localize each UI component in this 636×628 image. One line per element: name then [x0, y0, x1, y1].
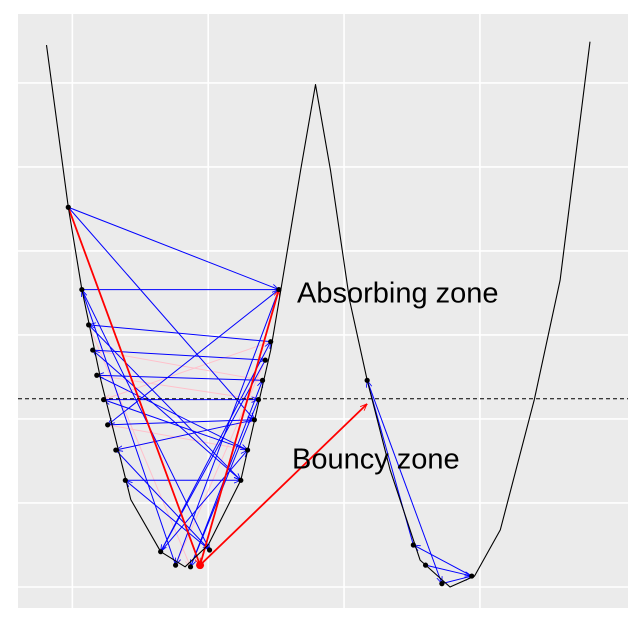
arrow	[97, 375, 263, 381]
arrow	[413, 545, 472, 577]
arrow	[96, 374, 248, 450]
highlight-point	[196, 561, 205, 570]
arrow	[93, 350, 242, 481]
arrow	[92, 349, 263, 380]
arrow	[104, 400, 248, 451]
arrow	[67, 206, 254, 420]
arrow	[190, 399, 259, 567]
point	[364, 377, 370, 383]
point	[244, 447, 251, 453]
arrow	[108, 289, 280, 425]
point	[262, 357, 268, 363]
point	[255, 397, 262, 403]
arrow	[366, 380, 442, 583]
point	[238, 477, 244, 483]
arrow	[89, 325, 271, 343]
point	[122, 477, 128, 483]
arrow	[96, 374, 259, 399]
point	[251, 417, 257, 423]
arrow	[161, 359, 266, 552]
point	[276, 286, 282, 293]
point	[187, 564, 194, 570]
arrow	[68, 206, 279, 289]
point	[79, 286, 85, 293]
arrow	[67, 206, 201, 565]
arrow	[107, 420, 255, 426]
arrow	[199, 404, 367, 566]
point	[90, 347, 96, 353]
annotation: Absorbing zone	[297, 278, 499, 310]
point	[439, 581, 445, 587]
point	[94, 372, 100, 378]
point	[206, 547, 213, 553]
arrow	[88, 324, 241, 480]
point	[65, 204, 71, 210]
point	[100, 397, 107, 403]
point	[158, 549, 164, 555]
arrow	[425, 564, 472, 576]
arrow	[125, 480, 210, 551]
arrow	[160, 450, 248, 553]
point	[113, 447, 119, 453]
point	[469, 573, 475, 579]
arrow	[115, 449, 210, 550]
annotation: Bouncy zone	[292, 444, 460, 476]
point	[268, 339, 274, 345]
point	[422, 562, 429, 568]
point	[86, 322, 92, 328]
arrow	[108, 425, 248, 451]
arrow	[116, 419, 255, 450]
panel	[18, 14, 628, 608]
arrow	[199, 290, 279, 566]
point	[105, 422, 111, 428]
point	[410, 542, 416, 548]
point	[259, 377, 266, 383]
point	[172, 562, 179, 568]
arrow	[82, 290, 177, 566]
arrow	[176, 289, 280, 566]
